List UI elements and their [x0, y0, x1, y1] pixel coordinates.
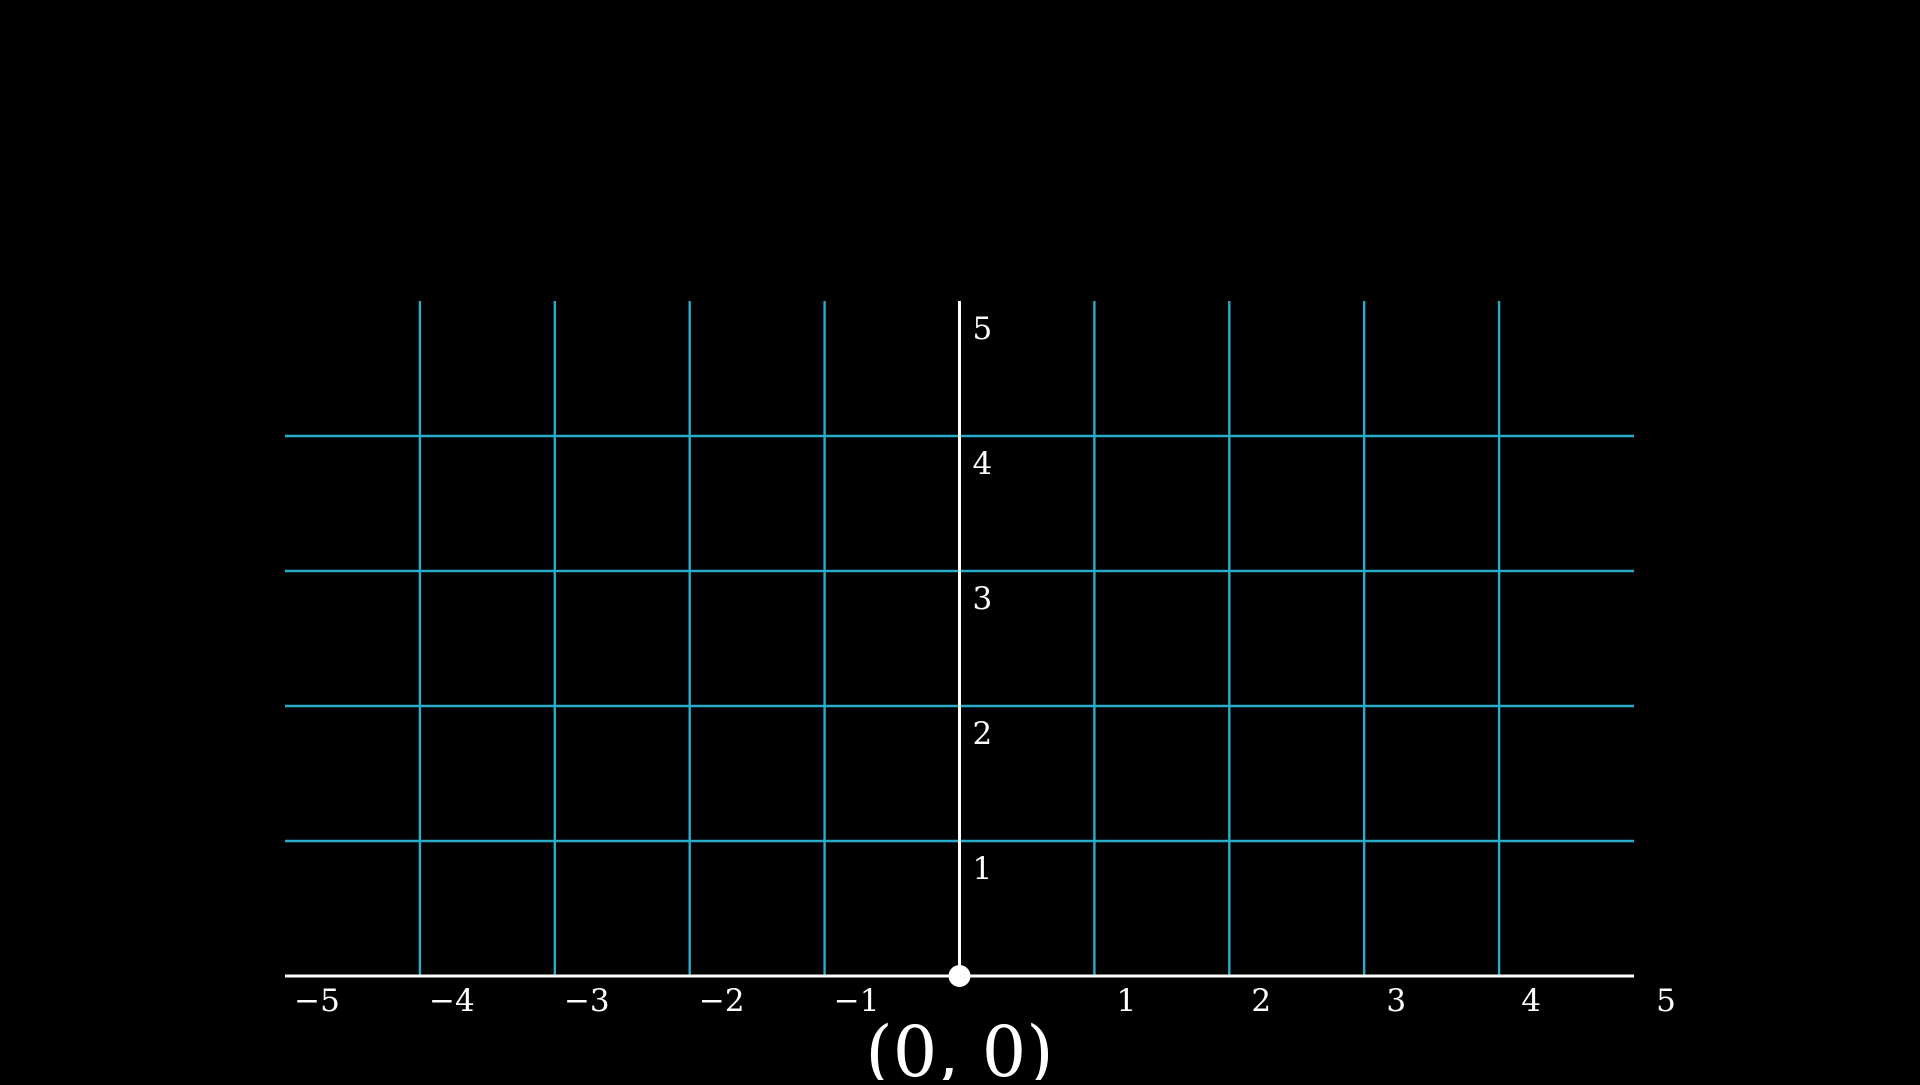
axes	[285, 301, 1634, 978]
y-tick-label: 1	[973, 851, 993, 887]
x-tick-label: 4	[1521, 983, 1541, 1019]
x-tick-label: −4	[429, 983, 475, 1019]
x-tick-label: −2	[699, 983, 745, 1019]
y-tick-label: 3	[973, 581, 993, 617]
y-tick-label: 2	[973, 716, 993, 752]
y-tick-label: 5	[973, 311, 993, 347]
x-tick-label: 2	[1251, 983, 1271, 1019]
x-tick-label: 3	[1386, 983, 1406, 1019]
x-tick-label: 1	[1117, 983, 1137, 1019]
point-label: (0, 0)	[865, 1011, 1053, 1080]
y-tick-label: 4	[973, 446, 993, 482]
points: (0, 0)	[865, 965, 1054, 1085]
x-tick-label: −1	[834, 983, 880, 1019]
x-tick-label: 5	[1656, 983, 1676, 1019]
x-tick-label: −3	[564, 983, 610, 1019]
tick-labels: −5 −4 −3 −2 −1 1 2 3 4 5 1 2 3 4 5	[294, 311, 1676, 1019]
origin-point	[948, 965, 971, 987]
x-tick-label: −5	[294, 983, 340, 1019]
